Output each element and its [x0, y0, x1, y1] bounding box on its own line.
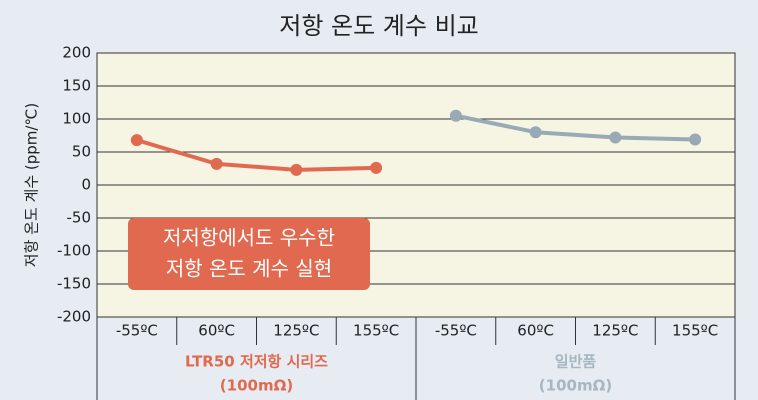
y-axis-label: 저항 온도 계수 (ppm/℃): [23, 103, 41, 267]
data-point: [210, 157, 223, 170]
x-tick-label: 60ºC: [198, 322, 235, 340]
y-tick-label: 0: [81, 176, 91, 194]
group-label: 일반품: [555, 353, 597, 371]
data-point: [370, 161, 383, 174]
data-point: [290, 163, 303, 176]
group-label: LTR50 저저항 시리즈: [185, 353, 328, 371]
annotation-text: 저항 온도 계수 실현: [166, 257, 332, 281]
data-point: [130, 134, 143, 147]
x-tick-label: 155ºC: [353, 322, 399, 340]
y-tick-label: 150: [62, 77, 91, 95]
x-tick-label: 125ºC: [273, 322, 319, 340]
annotation-box: [128, 218, 370, 290]
series-line: [136, 138, 377, 172]
y-tick-label: 200: [62, 44, 91, 62]
y-tick-label: -50: [67, 209, 92, 227]
series-line: [455, 113, 696, 142]
y-tick-label: -100: [57, 242, 91, 260]
chart-title: 저항 온도 계수 비교: [279, 12, 479, 40]
annotation-text: 저저항에서도 우수한: [163, 226, 335, 250]
group-sublabel: (100mΩ): [220, 377, 293, 395]
y-tick-label: 100: [62, 110, 91, 128]
x-tick-label: 125ºC: [592, 322, 638, 340]
y-tick-label: 50: [72, 143, 91, 161]
x-tick-label: -55ºC: [116, 322, 158, 340]
x-tick-label: 60ºC: [517, 322, 554, 340]
data-point: [529, 126, 542, 139]
data-point: [689, 133, 702, 146]
x-tick-label: -55ºC: [435, 322, 477, 340]
group-sublabel: (100mΩ): [539, 377, 612, 395]
data-point: [609, 131, 622, 144]
y-tick-label: -200: [57, 308, 91, 326]
y-tick-label: -150: [57, 275, 91, 293]
data-point: [449, 109, 462, 122]
x-tick-label: 155ºC: [672, 322, 718, 340]
